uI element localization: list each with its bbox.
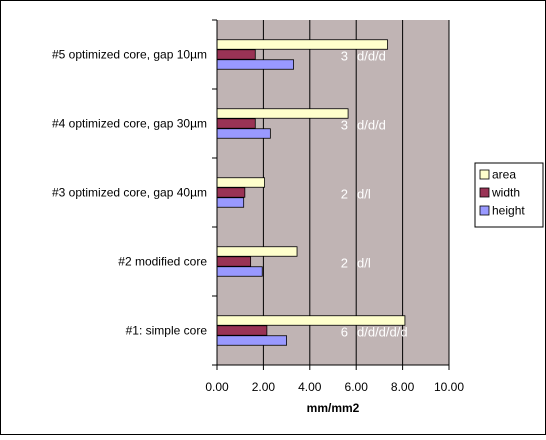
bars xyxy=(216,39,406,346)
annotation-code: d/d/d/d/d xyxy=(357,325,408,340)
x-axis-title: mm/mm2 xyxy=(307,401,360,415)
legend-swatch-area xyxy=(479,169,490,180)
category-labels: #1: simple core #2 modified core #3 optimi… xyxy=(52,48,207,338)
legend-label-width: width xyxy=(491,186,520,200)
bar-height xyxy=(216,59,294,70)
annotation-code: d/d/d xyxy=(357,49,386,64)
legend: area width height xyxy=(474,162,544,228)
x-tick-label: 4.00 xyxy=(298,380,322,394)
category-label: #3 optimized core, gap 40µm xyxy=(52,186,207,200)
x-axis-ticks: 0.00 2.00 4.00 6.00 8.00 10.00 xyxy=(205,365,464,394)
x-tick-label: 0.00 xyxy=(205,380,229,394)
bar-width xyxy=(216,256,252,267)
bar-width xyxy=(216,49,256,60)
annotation-code: d/l xyxy=(357,187,371,202)
annotation-code: d/d/d xyxy=(357,118,386,133)
x-tick-label: 10.00 xyxy=(434,380,464,394)
legend-swatch-height xyxy=(479,205,490,216)
bar-height xyxy=(216,197,245,208)
legend-swatch-width xyxy=(479,187,490,198)
plot-area xyxy=(217,20,449,365)
bar-area xyxy=(216,177,265,188)
legend-label-area: area xyxy=(492,168,516,182)
bar-height xyxy=(216,335,287,346)
bar-area xyxy=(216,108,349,119)
bar-area xyxy=(216,246,298,257)
x-tick-label: 6.00 xyxy=(345,380,369,394)
annotations: 6 d/d/d/d/d 2 d/l 2 d/l 3 d/d/d 3 d/d/d xyxy=(341,49,408,340)
x-tick-label: 8.00 xyxy=(391,380,415,394)
gridlines xyxy=(262,20,450,365)
category-label: #1: simple core xyxy=(126,324,208,338)
annotation-number: 3 xyxy=(341,49,348,64)
annotation-number: 2 xyxy=(341,187,348,202)
x-tick-label: 2.00 xyxy=(252,380,276,394)
annotation-number: 6 xyxy=(341,325,348,340)
legend-label-height: height xyxy=(492,204,525,218)
bar-width xyxy=(216,118,256,129)
annotation-code: d/l xyxy=(357,256,371,271)
annotation-number: 2 xyxy=(341,256,348,271)
category-label: #2 modified core xyxy=(118,255,207,269)
category-label: #5 optimized core, gap 10µm xyxy=(52,48,207,62)
bar-height xyxy=(216,128,271,139)
category-label: #4 optimized core, gap 30µm xyxy=(52,117,207,131)
bar-width xyxy=(216,187,246,198)
y-axis-ticks xyxy=(212,19,217,366)
bar-height xyxy=(216,266,263,277)
annotation-number: 3 xyxy=(341,118,348,133)
bar-width xyxy=(216,325,268,336)
